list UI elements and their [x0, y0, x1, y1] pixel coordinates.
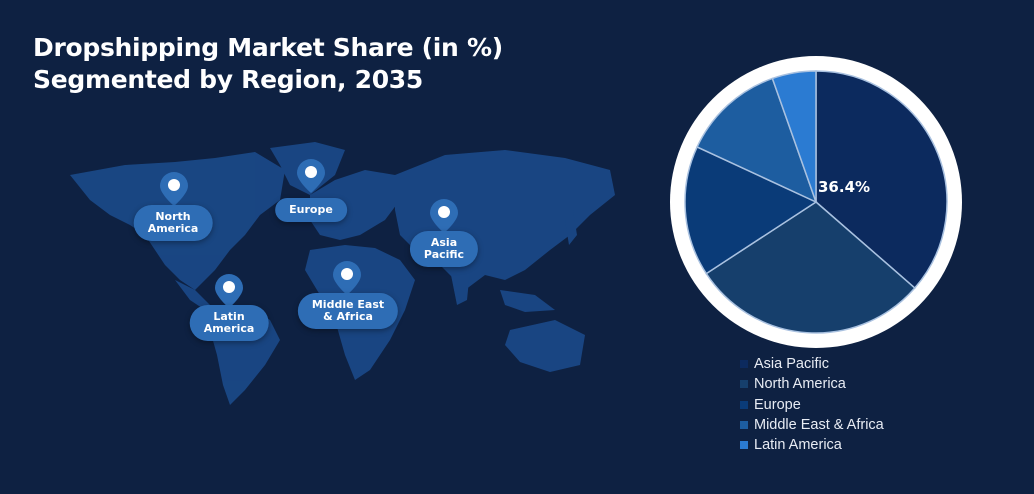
map-pin-icon: [215, 274, 243, 308]
legend-swatch: [740, 441, 748, 450]
legend-label: Middle East & Africa: [754, 417, 884, 434]
legend-label: Europe: [754, 396, 801, 413]
legend-swatch: [740, 360, 748, 369]
title-line-2: Segmented by Region, 2035: [33, 65, 423, 94]
region-bubble-asia-pacific: Asia Pacific: [409, 231, 479, 267]
legend-item: Latin America: [740, 435, 884, 455]
pie-slice-north-america: [705, 201, 916, 334]
chart-title: Dropshipping Market Share (in %) Segment…: [33, 32, 503, 96]
map-pin-icon: [430, 199, 458, 233]
map-pin-icon: [333, 261, 361, 295]
region-bubble-north-america: North America: [133, 205, 213, 241]
legend-item: Middle East & Africa: [740, 415, 884, 435]
legend-swatch: [740, 400, 748, 409]
title-line-1: Dropshipping Market Share (in %): [33, 33, 503, 62]
legend-swatch: [740, 380, 748, 389]
legend-label: North America: [754, 376, 846, 393]
pie-slice-asia-pacific: [815, 70, 948, 290]
legend-item: North America: [740, 374, 884, 394]
region-bubble-middle-east-africa: Middle East & Africa: [297, 293, 399, 329]
map-pin-icon: [297, 159, 325, 193]
region-bubble-latin-america: Latin America: [189, 305, 269, 341]
pie-chart: [666, 52, 966, 352]
pie-chart-graphic: [670, 56, 962, 348]
legend-swatch: [740, 421, 748, 430]
legend-label: Asia Pacific: [754, 356, 829, 373]
legend-item: Europe: [740, 395, 884, 415]
legend-item: Asia Pacific: [740, 354, 884, 374]
pie-slice-middle-east-africa: [696, 77, 818, 204]
pie-slice-europe: [684, 145, 818, 275]
legend-label: Latin America: [754, 437, 842, 454]
map-pin-icon: [160, 172, 188, 206]
region-bubble-europe: Europe: [275, 198, 347, 222]
pie-data-label: 36.4%: [818, 178, 871, 196]
chart-legend: Asia Pacific North America Europe Middle…: [740, 354, 884, 455]
pie-slice-latin-america: [771, 70, 817, 203]
